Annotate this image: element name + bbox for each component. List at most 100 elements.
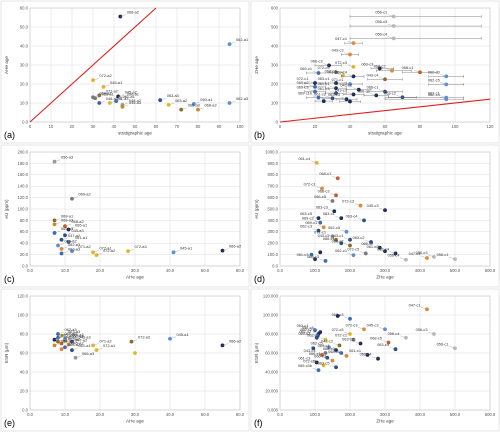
y-axis-label: eU (ppm) [4,199,9,219]
data-point [383,208,387,213]
point-label: 063-c2 [342,337,354,342]
label-leader [120,14,127,17]
label-leader [326,234,333,237]
point-label: 069-c1b [298,91,312,96]
point-label: 072-c5 [332,327,344,332]
panel-label: (a) [4,130,15,140]
x-tick-label: 60.0 [236,268,245,273]
data-point [330,199,335,203]
label-leader [160,98,167,101]
label-leader [343,316,351,319]
point-label: 062-c5 [428,77,440,82]
data-point [351,253,356,258]
label-leader [71,339,79,342]
y-tick-label: 0.0 [22,407,28,412]
label-leader [68,342,75,345]
point-label: 072-c1 [297,76,309,81]
label-leader [357,327,365,330]
x-tick-label: 50.0 [201,268,210,273]
point-label: 061-c3 [298,356,310,361]
y-tick-label: 200 [271,81,279,86]
point-label: 056-c5 [302,325,314,330]
plot-area [279,295,491,411]
data-point [311,346,316,351]
label-leader [364,239,372,243]
y-tick-label: 0.000 [268,407,279,412]
label-leader [64,233,72,236]
point-label: 069-a2 [65,331,77,336]
label-leader [326,358,333,361]
x-tick-label: 0.0 [27,412,33,417]
point-label: 043-c2 [321,338,333,343]
label-leader [340,229,347,232]
point-label: 066-c1 [309,351,321,356]
x-tick-label: 300.0 [380,412,391,417]
point-label: 063-c2 [353,235,365,240]
panel-label: (c) [4,274,15,284]
point-label: 066-a2 [127,10,139,15]
x-tick-label: 20.0 [96,268,105,273]
label-leader [168,102,175,106]
point-label: 045-c3 [367,203,379,208]
point-label: 062-c3 [300,224,312,229]
plot-area [29,151,241,267]
point-label: 056-c1 [437,341,449,346]
x-tick-label: 600.0 [485,412,496,417]
label-leader [308,80,316,84]
y-tick-label: 30.0 [20,62,29,67]
y-tick-label: 100 [271,100,279,105]
y-tick-label: 80.0 [20,331,29,336]
x-tick-label: 0.0 [27,268,33,273]
y-axis-label: ESR (μm) [254,342,259,363]
y-tick-label: 200.0 [268,241,279,246]
label-leader [340,353,347,356]
point-label: 062-c5 [328,225,340,230]
label-leader [329,80,337,84]
point-label: 056-c3 [375,19,387,24]
plot-area [29,295,241,411]
data-point [318,250,323,255]
point-label: 069-c2 [300,327,312,332]
y-tick-label: 500 [271,24,279,29]
point-label: 068-c2 [374,64,386,69]
data-point [56,243,60,248]
data-point [320,186,324,191]
point-label: 068-c3 [318,188,330,193]
y-tick-label: 0.0 [272,263,278,268]
point-label: 072-c1 [335,333,347,338]
data-point [344,229,349,234]
point-label: 043-c2 [340,83,352,88]
point-label: 068-c1 [328,349,340,354]
x-axis-label: ZHe age [376,275,394,280]
label-leader [229,100,236,104]
data-point [66,227,71,232]
y-tick-label: 200.0 [18,149,29,154]
label-leader [57,335,65,338]
point-label: 068-a3 [61,338,73,343]
point-label: 061-c3 [297,252,309,257]
data-point [220,248,225,253]
point-label: 061-c1 [318,81,330,86]
label-leader [347,41,354,44]
y-tick-label: 80.0 [20,218,29,223]
point-label: 068-c5 [370,336,382,341]
label-leader [343,331,351,335]
x-axis-label: stratigraphic age [118,131,152,136]
point-label: 056-a3 [61,155,73,160]
y-tick-label: 0.0 [22,119,28,124]
point-label: 072-c5 [318,65,330,70]
label-leader [71,249,79,252]
point-label: 072-c3 [342,199,354,204]
label-leader [64,336,72,339]
label-leader [399,335,407,338]
label-leader [310,160,317,163]
x-tick-label: 100 [452,124,460,129]
point-label: 046-a3 [106,96,118,101]
point-label: 045-a1 [180,245,192,250]
label-leader [95,96,102,99]
x-tick-label: 30.0 [131,268,140,273]
label-leader [322,63,330,66]
label-leader [54,159,61,162]
label-leader [343,81,351,85]
panel-frame [0,288,250,432]
